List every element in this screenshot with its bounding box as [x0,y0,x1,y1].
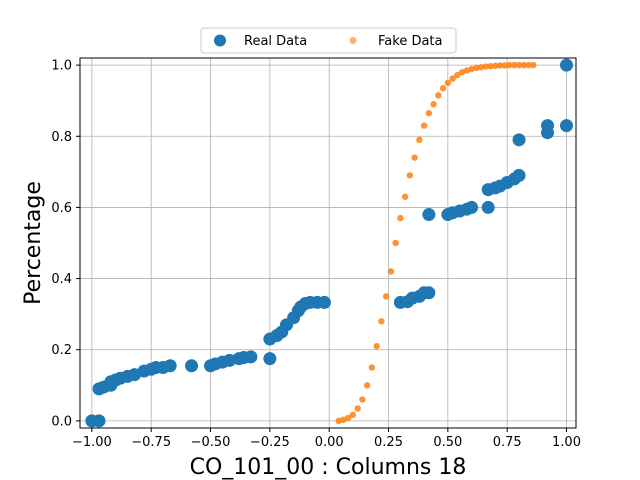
legend: Real Data Fake Data [200,27,457,54]
real-data-point [422,208,436,222]
fake-data-point [496,62,504,69]
x-tick-label: 0.50 [433,435,462,450]
legend-label-2: Fake Data [378,34,443,49]
legend-marker-1 [214,34,226,47]
fake-data-point [439,85,447,92]
x-tick-label: −1.00 [72,435,112,450]
x-tick-label: 0.75 [493,435,522,450]
fake-data-point [506,61,513,69]
real-data-point [317,295,331,309]
fake-data-point [416,136,423,144]
fake-data-point [492,62,499,70]
x-axis-label: CO_101_00 : Columns 18 [190,455,467,480]
x-tick-label: 0.00 [315,435,344,450]
fake-data-point [406,172,414,179]
legend-marker-2 [349,37,357,44]
fake-data-point [449,75,456,82]
fake-data-point [344,414,352,422]
axes-frame [79,57,577,429]
x-tick-label: 1.00 [552,435,581,450]
plot-area [85,58,574,428]
series-1 [85,58,574,428]
fake-data-point [473,64,480,72]
y-tick-label: 0.0 [51,414,72,429]
y-tick-label: 1.0 [51,59,72,74]
fake-data-point [420,122,428,129]
fake-data-point [525,61,532,69]
fake-data-point [482,63,490,70]
fake-data-point [487,62,494,70]
fake-data-point [392,239,399,247]
fake-data-point [444,79,452,87]
fake-data-point [435,92,442,99]
fake-data-point [401,193,409,200]
fake-data-point [477,64,485,71]
fake-data-point [349,411,357,419]
y-tick-label: 0.2 [51,343,72,358]
real-data-point [541,119,555,133]
fake-data-point [378,318,385,325]
fake-data-point [363,382,371,389]
x-tick-label: −0.50 [191,435,231,450]
real-data-point [244,350,258,364]
real-data-point [163,359,177,373]
real-data-point [92,414,106,428]
series-group [85,58,574,428]
legend-label-1: Real Data [244,34,307,49]
fake-data-point [515,61,523,69]
fake-data-point [354,405,361,412]
y-tick-label: 0.6 [51,201,72,216]
real-data-point [481,200,495,214]
series-2 [335,61,537,425]
fake-data-point [530,61,537,69]
fake-data-point [425,109,433,117]
fake-data-point [373,342,380,350]
y-axis-label: Percentage [21,181,46,305]
fake-data-point [411,154,418,161]
x-tick-label: 0.25 [374,435,403,450]
real-data-point [512,133,526,147]
real-data-point [560,58,574,72]
fake-data-point [387,268,395,275]
x-tick-label: −0.25 [250,435,290,450]
fake-data-point [520,61,527,69]
real-data-point [263,352,277,366]
real-data-point [560,119,574,133]
x-tick-label: −0.75 [131,435,171,450]
fake-data-point [454,71,461,79]
legend-box [200,27,457,54]
fake-data-point [368,364,376,371]
ticks: −1.00 −0.75 −0.50 −0.25 0.00 0.25 0.50 0.75 1.00… [51,59,581,450]
real-data-point [422,286,436,300]
fake-data-point [382,293,390,300]
fake-data-point [430,101,437,108]
fake-data-point [511,61,518,69]
fake-data-point [501,62,509,69]
real-data-point [512,168,526,182]
real-data-point [185,359,199,373]
fake-data-point [359,396,366,403]
y-tick-label: 0.8 [51,130,72,145]
real-data-point [465,200,479,214]
y-tick-label: 0.4 [51,272,72,287]
fake-data-point [397,214,404,222]
